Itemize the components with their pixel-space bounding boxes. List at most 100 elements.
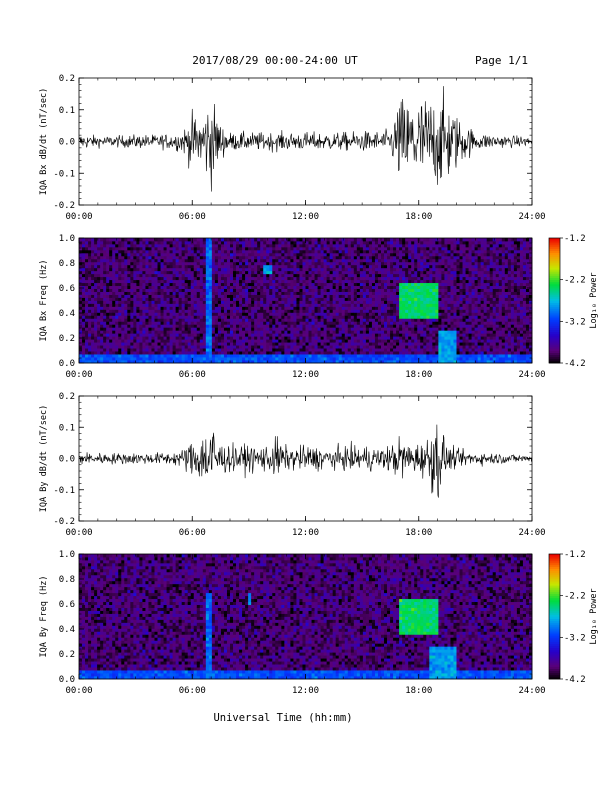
colorbar-swatch <box>549 576 560 580</box>
y-tick-label: 0.1 <box>59 423 75 433</box>
x-tick-label: 18:00 <box>405 528 432 538</box>
colorbar-swatch <box>549 604 560 607</box>
x-axis-title: Universal Time (hh:mm) <box>213 712 352 724</box>
y-tick-label: 0.0 <box>59 455 75 465</box>
x-tick-label: 00:00 <box>65 370 92 380</box>
colorbar-tick-label: -4.2 <box>564 675 586 685</box>
y-tick-label: -0.1 <box>53 486 75 496</box>
colorbar-swatch <box>549 265 560 268</box>
colorbar-swatch <box>549 338 560 341</box>
colorbar-swatch <box>549 269 560 272</box>
colorbar-swatch <box>549 566 560 569</box>
colorbar-swatch <box>549 593 560 597</box>
colorbar-swatch <box>549 658 560 661</box>
y-axis-label: IQA Bx dB/dt (nT/sec) <box>39 88 49 195</box>
colorbar-swatch <box>549 356 560 360</box>
x-tick-label: 00:00 <box>65 528 92 538</box>
x-tick-label: 24:00 <box>518 370 545 380</box>
colorbar-swatch <box>549 568 560 572</box>
x-tick-label: 24:00 <box>518 212 545 222</box>
colorbar-swatch <box>549 662 560 665</box>
spectrogram-cells <box>79 554 533 680</box>
y-tick-label: 0.2 <box>59 74 75 84</box>
y-tick-label: 0.2 <box>59 334 75 344</box>
colorbar-swatch <box>549 666 560 669</box>
colorbar-swatch <box>549 633 560 636</box>
colorbar-swatch <box>549 585 560 588</box>
colorbar-swatch <box>549 273 560 276</box>
colorbar-tick-label: -2.2 <box>564 592 586 602</box>
colorbar-swatch <box>549 242 560 245</box>
colorbar-swatch <box>549 649 560 653</box>
panels: 0.20.10.0-0.1-0.200:00 06:00 12:00 18:00 24:… <box>39 74 599 696</box>
y-tick-label: 0.0 <box>59 138 75 148</box>
colorbar-swatch <box>549 319 560 322</box>
colorbar-tick-label: -1.2 <box>564 550 586 560</box>
trace-line <box>79 86 532 192</box>
x-tick-label: 18:00 <box>405 686 432 696</box>
colorbar-swatch <box>549 254 560 258</box>
colorbar-frame <box>548 553 561 680</box>
colorbar-swatch <box>549 639 560 642</box>
colorbar-swatch <box>549 335 560 339</box>
colorbar-swatch <box>549 327 560 331</box>
y-axis-label: IQA Bx Freq (Hz) <box>39 260 49 342</box>
colorbar-swatch <box>549 624 560 628</box>
colorbar-swatch <box>549 296 560 299</box>
x-tick-label: 12:00 <box>292 370 319 380</box>
colorbar-swatch <box>549 313 560 316</box>
colorbar-swatch <box>549 323 560 326</box>
colorbar-swatch <box>549 260 560 264</box>
x-tick-label: 18:00 <box>405 212 432 222</box>
y-tick-label: -0.2 <box>53 201 75 211</box>
colorbar-swatch <box>549 656 560 659</box>
colorbar-swatch <box>549 292 560 295</box>
colorbar-swatch <box>549 294 560 297</box>
y-tick-label: -0.2 <box>53 517 75 527</box>
page-indicator: Page 1/1 <box>475 54 528 67</box>
colorbar-swatch <box>549 601 560 605</box>
colorbar-swatch <box>549 562 560 565</box>
colorbar-swatch <box>549 306 560 310</box>
colorbar-swatch <box>549 285 560 289</box>
colorbar-swatch <box>549 591 560 594</box>
y-tick-label: 1.0 <box>59 234 75 244</box>
colorbar-swatch <box>549 635 560 638</box>
colorbar-swatch <box>549 281 560 285</box>
colorbar-swatch <box>549 597 560 601</box>
x-tick-label: 06:00 <box>179 528 206 538</box>
colorbar-swatch <box>549 612 560 615</box>
colorbar-swatch <box>549 654 560 657</box>
colorbar-swatch <box>549 344 560 347</box>
colorbar-tick-label: -4.2 <box>564 359 586 369</box>
colorbar-swatch <box>549 668 560 672</box>
colorbar-swatch <box>549 302 560 306</box>
colorbar-swatch <box>549 321 560 324</box>
y-tick-label: 0.6 <box>59 600 75 610</box>
colorbar-swatch <box>549 589 560 592</box>
x-tick-label: 00:00 <box>65 686 92 696</box>
colorbar-swatch <box>549 315 560 318</box>
colorbar-swatch <box>549 263 560 266</box>
colorbar-swatch <box>549 672 560 676</box>
colorbar-swatch <box>549 352 560 356</box>
colorbar-swatch <box>549 560 560 563</box>
colorbar-swatch <box>549 325 560 328</box>
panel-3: 0.2 0.1 0.0 -0.1 -0.200:00 06:00 12:00 18:00 24:… <box>39 392 546 538</box>
colorbar-swatch <box>549 283 560 287</box>
colorbar-swatch <box>549 626 560 630</box>
colorbar-swatch <box>549 616 560 619</box>
colorbar-swatch <box>549 574 560 578</box>
colorbar-swatch <box>549 252 560 256</box>
colorbar-swatch <box>549 248 560 251</box>
x-tick-label: 06:00 <box>179 212 206 222</box>
y-tick-label: 0.1 <box>59 106 75 116</box>
y-tick-label: -0.1 <box>53 169 75 179</box>
figure-title: 2017/08/29 00:00-24:00 UT <box>192 54 358 67</box>
colorbar-swatch <box>549 350 560 353</box>
y-tick-label: 0.8 <box>59 259 75 269</box>
colorbar-swatch <box>549 570 560 574</box>
colorbar-swatch <box>549 331 560 335</box>
colorbar-swatch <box>549 250 560 253</box>
colorbar-swatch <box>549 645 560 649</box>
